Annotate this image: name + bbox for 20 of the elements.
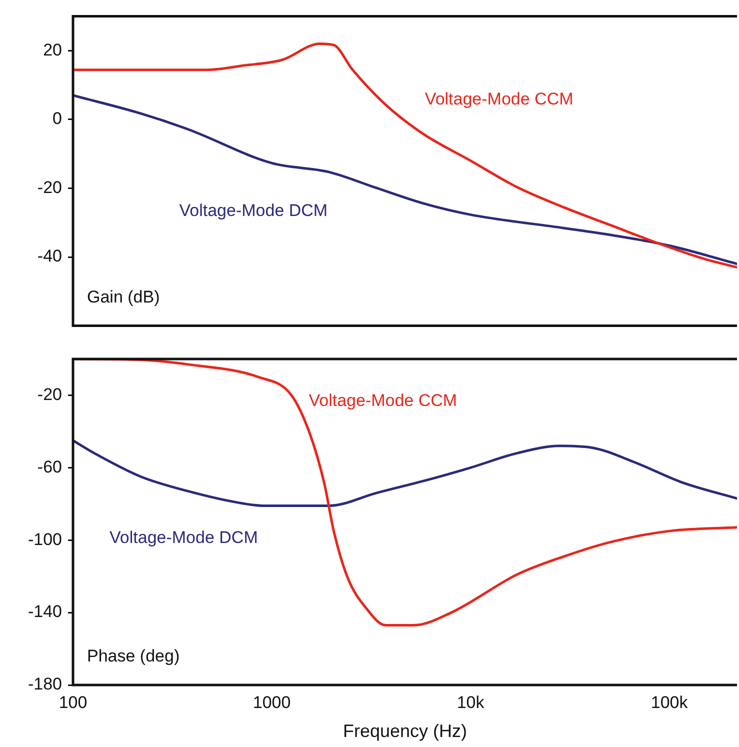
x-tick-label: 100	[58, 692, 88, 712]
series-label: Voltage-Mode DCM	[179, 200, 328, 220]
y-tick-label: -20	[37, 178, 62, 197]
y-tick-label: -20	[37, 384, 62, 404]
series-label: Voltage-Mode CCM	[308, 391, 458, 410]
y-axis-title: Gain (dB)	[87, 287, 160, 306]
y-tick-label: -100	[28, 530, 62, 549]
y-tick-label: 20	[43, 40, 62, 60]
y-tick-label: 0	[52, 109, 62, 128]
y-tick-label: -180	[28, 674, 62, 694]
x-tick-label: 10k	[456, 692, 485, 712]
y-axis-title: Phase (deg)	[87, 646, 180, 666]
series-label: Voltage-Mode DCM	[110, 528, 258, 547]
y-tick-label: -60	[37, 457, 62, 476]
x-tick-label: 1000	[252, 692, 291, 712]
y-tick-label: -140	[28, 602, 62, 622]
series-label: Voltage-Mode CCM	[424, 89, 574, 108]
x-axis-title: Frequency (Hz)	[342, 721, 468, 742]
y-tick-label: -40	[37, 246, 62, 266]
x-tick-label: 100k	[650, 692, 688, 712]
